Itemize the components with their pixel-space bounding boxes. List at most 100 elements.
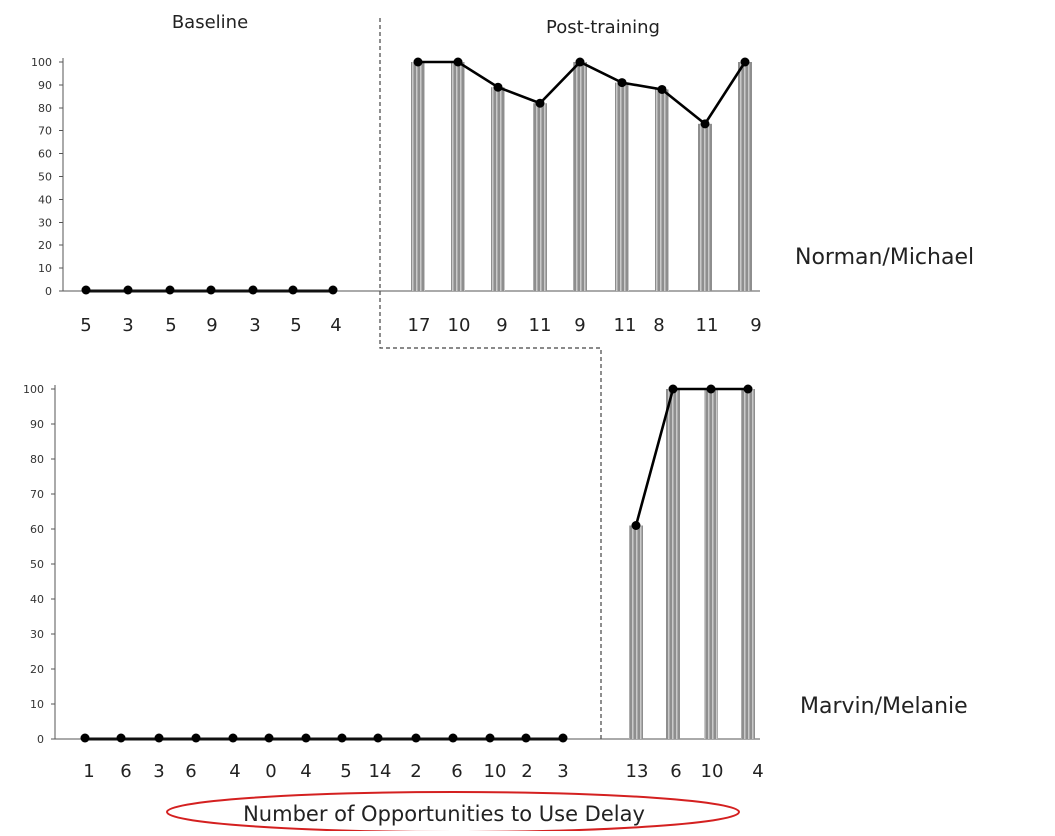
post-training-opportunity-label: 11: [529, 315, 552, 336]
participant-label-marvin-melanie: Marvin/Melanie: [800, 694, 968, 719]
participant-label-norman-michael: Norman/Michael: [795, 245, 974, 270]
baseline-opportunity-label: 6: [451, 761, 462, 782]
post-training-opportunity-label: 8: [653, 315, 664, 336]
baseline-data-point: [411, 733, 421, 743]
baseline-opportunity-label: 4: [330, 315, 341, 336]
post-training-data-point: [453, 57, 463, 67]
post-training-bar: [533, 103, 547, 291]
post-training-opportunity-label: 11: [614, 315, 637, 336]
post-training-opportunity-label: 10: [701, 761, 724, 782]
post-training-data-point: [706, 384, 716, 394]
y-tick-label: 90: [30, 418, 44, 431]
post-training-bar: [704, 389, 718, 739]
y-tick-label: 70: [30, 488, 44, 501]
post-training-opportunity-label: 11: [696, 315, 719, 336]
baseline-opportunity-label: 5: [340, 761, 351, 782]
y-tick-label: 80: [38, 102, 52, 115]
post-training-bar: [573, 62, 587, 291]
y-tick-label: 90: [38, 79, 52, 92]
phase-change-line: [379, 18, 602, 740]
post-training-opportunity-label: 13: [626, 761, 649, 782]
post-training-data-point: [740, 57, 750, 67]
baseline-opportunity-label: 3: [557, 761, 568, 782]
post-training-opportunity-label: 6: [670, 761, 681, 782]
y-tick-label: 0: [45, 285, 52, 298]
baseline-data-point: [154, 733, 164, 743]
baseline-data-point: [288, 285, 298, 295]
baseline-opportunity-label: 3: [122, 315, 133, 336]
y-tick-label: 40: [38, 193, 52, 206]
post-training-opportunity-label: 10: [448, 315, 471, 336]
post-training-data-point: [575, 57, 585, 67]
baseline-data-point: [264, 733, 274, 743]
baseline-opportunity-label: 4: [300, 761, 311, 782]
baseline-data-point: [81, 285, 91, 295]
post-training-data-point: [493, 82, 503, 92]
post-training-bar: [666, 389, 680, 739]
baseline-data-point: [228, 733, 238, 743]
baseline-data-point: [521, 733, 531, 743]
post-training-bar: [411, 62, 425, 291]
post-training-bar: [629, 525, 643, 739]
y-tick-label: 60: [30, 523, 44, 536]
baseline-opportunity-label: 5: [165, 315, 176, 336]
baseline-data-point: [448, 733, 458, 743]
baseline-data-point: [80, 733, 90, 743]
baseline-data-point: [301, 733, 311, 743]
y-tick-label: 80: [30, 453, 44, 466]
baseline-data-point: [558, 733, 568, 743]
baseline-opportunity-label: 5: [290, 315, 301, 336]
baseline-opportunity-label: 9: [206, 315, 217, 336]
post-training-opportunity-label: 4: [752, 761, 763, 782]
y-tick-label: 100: [23, 383, 44, 396]
post-training-bar: [741, 389, 755, 739]
baseline-data-point: [165, 285, 175, 295]
y-tick-label: 50: [38, 171, 52, 184]
post-training-bar: [655, 89, 669, 291]
y-tick-label: 100: [31, 56, 52, 69]
post-training-data-point: [668, 384, 678, 394]
post-training-opportunity-label: 9: [574, 315, 585, 336]
baseline-opportunity-label: 3: [153, 761, 164, 782]
post-training-bar: [698, 123, 712, 291]
y-tick-label: 70: [38, 125, 52, 138]
baseline-opportunity-label: 6: [120, 761, 131, 782]
baseline-data-point: [116, 733, 126, 743]
baseline-data-point: [337, 733, 347, 743]
post-training-data-point: [657, 84, 667, 94]
post-training-opportunity-label: 9: [750, 315, 761, 336]
y-tick-label: 20: [30, 663, 44, 676]
y-tick-label: 30: [30, 628, 44, 641]
baseline-data-point: [248, 285, 258, 295]
post-training-data-point: [617, 78, 627, 88]
baseline-data-point: [191, 733, 201, 743]
baseline-opportunity-label: 6: [185, 761, 196, 782]
baseline-data-point: [328, 285, 338, 295]
y-tick-label: 0: [37, 733, 44, 746]
baseline-opportunity-label: 1: [83, 761, 94, 782]
post-training-opportunity-label: 17: [408, 315, 431, 336]
post-training-bar: [615, 82, 629, 291]
post-training-data-point: [700, 119, 710, 129]
baseline-opportunity-label: 3: [249, 315, 260, 336]
y-tick-label: 40: [30, 593, 44, 606]
panel-norman-michael: 0 10 20 30 40 50 60 70 80 90 100 5 3 5 9 3 5 4 17 10 9 11 9 11 8…: [31, 56, 762, 336]
baseline-data-point: [373, 733, 383, 743]
post-training-data-point: [743, 384, 753, 394]
y-tick-label: 60: [38, 148, 52, 161]
post-training-data-point: [413, 57, 423, 67]
baseline-opportunity-label: 4: [229, 761, 240, 782]
y-tick-label: 10: [30, 698, 44, 711]
x-axis-label: Number of Opportunities to Use Delay: [243, 802, 645, 826]
baseline-data-point: [206, 285, 216, 295]
y-tick-label: 20: [38, 239, 52, 252]
y-tick-label: 10: [38, 262, 52, 275]
baseline-data-point: [485, 733, 495, 743]
phase-label-post-training: Post-training: [546, 17, 660, 38]
post-training-data-point: [535, 98, 545, 108]
baseline-opportunity-label: 0: [265, 761, 276, 782]
post-training-opportunity-label: 9: [496, 315, 507, 336]
phase-label-baseline: Baseline: [172, 12, 248, 33]
